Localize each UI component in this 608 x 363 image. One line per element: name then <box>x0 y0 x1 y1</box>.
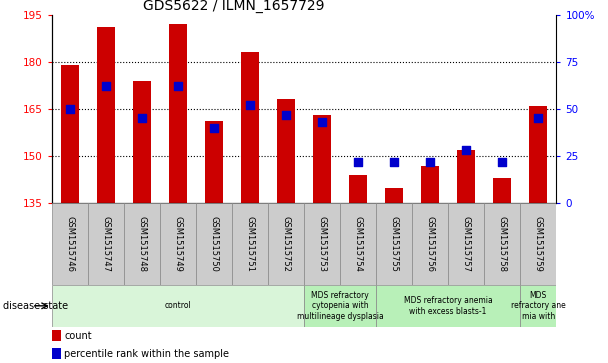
Text: MDS refractory anemia
with excess blasts-1: MDS refractory anemia with excess blasts… <box>404 296 492 315</box>
Text: GSM1515755: GSM1515755 <box>390 216 399 272</box>
Bar <box>448 203 484 285</box>
Bar <box>484 203 520 285</box>
Bar <box>169 24 187 203</box>
Text: percentile rank within the sample: percentile rank within the sample <box>64 349 229 359</box>
Bar <box>520 203 556 285</box>
Text: GSM1515753: GSM1515753 <box>317 216 326 272</box>
Bar <box>385 188 403 203</box>
Bar <box>133 81 151 203</box>
Bar <box>277 99 295 203</box>
Point <box>209 125 219 131</box>
Point <box>137 115 147 121</box>
Point <box>461 147 471 153</box>
Point <box>533 115 543 121</box>
Bar <box>349 175 367 203</box>
Text: GSM1515759: GSM1515759 <box>534 216 543 272</box>
Text: GSM1515747: GSM1515747 <box>102 216 110 272</box>
Bar <box>52 203 88 285</box>
Bar <box>412 203 448 285</box>
Bar <box>232 203 268 285</box>
Point <box>389 159 399 165</box>
Text: GSM1515750: GSM1515750 <box>209 216 218 272</box>
Bar <box>376 203 412 285</box>
Bar <box>340 203 376 285</box>
Text: GSM1515758: GSM1515758 <box>498 216 506 272</box>
Point <box>65 106 75 112</box>
Bar <box>205 122 223 203</box>
Text: GSM1515752: GSM1515752 <box>282 216 291 272</box>
Text: GSM1515756: GSM1515756 <box>426 216 435 272</box>
Text: count: count <box>64 331 92 341</box>
Bar <box>52 330 61 341</box>
Bar <box>52 348 61 359</box>
Bar <box>124 203 160 285</box>
Point <box>101 83 111 89</box>
Point <box>245 102 255 108</box>
Text: control: control <box>165 301 191 310</box>
Point <box>426 159 435 165</box>
Text: MDS refractory
cytopenia with
multilineage dysplasia: MDS refractory cytopenia with multilinea… <box>297 291 384 321</box>
Text: GDS5622 / ILMN_1657729: GDS5622 / ILMN_1657729 <box>142 0 324 13</box>
Point <box>173 83 183 89</box>
Text: GSM1515751: GSM1515751 <box>246 216 254 272</box>
Text: GSM1515746: GSM1515746 <box>65 216 74 272</box>
Text: MDS
refractory ane
mia with: MDS refractory ane mia with <box>511 291 565 321</box>
Bar <box>304 285 376 327</box>
Bar <box>520 285 556 327</box>
Bar <box>304 203 340 285</box>
Text: GSM1515749: GSM1515749 <box>173 216 182 272</box>
Bar <box>530 106 547 203</box>
Bar <box>160 203 196 285</box>
Bar <box>421 166 439 203</box>
Text: disease state: disease state <box>3 301 68 311</box>
Text: GSM1515748: GSM1515748 <box>137 216 147 272</box>
Point <box>353 159 363 165</box>
Bar <box>241 52 259 203</box>
Point <box>317 119 327 125</box>
Bar <box>457 150 475 203</box>
Bar <box>268 203 304 285</box>
Bar <box>52 285 304 327</box>
Text: GSM1515754: GSM1515754 <box>354 216 362 272</box>
Point <box>497 159 507 165</box>
Bar <box>376 285 520 327</box>
Bar <box>88 203 124 285</box>
Bar <box>61 65 78 203</box>
Text: GSM1515757: GSM1515757 <box>461 216 471 272</box>
Bar <box>196 203 232 285</box>
Bar <box>493 178 511 203</box>
Bar <box>97 27 115 203</box>
Point <box>281 112 291 118</box>
Bar <box>313 115 331 203</box>
